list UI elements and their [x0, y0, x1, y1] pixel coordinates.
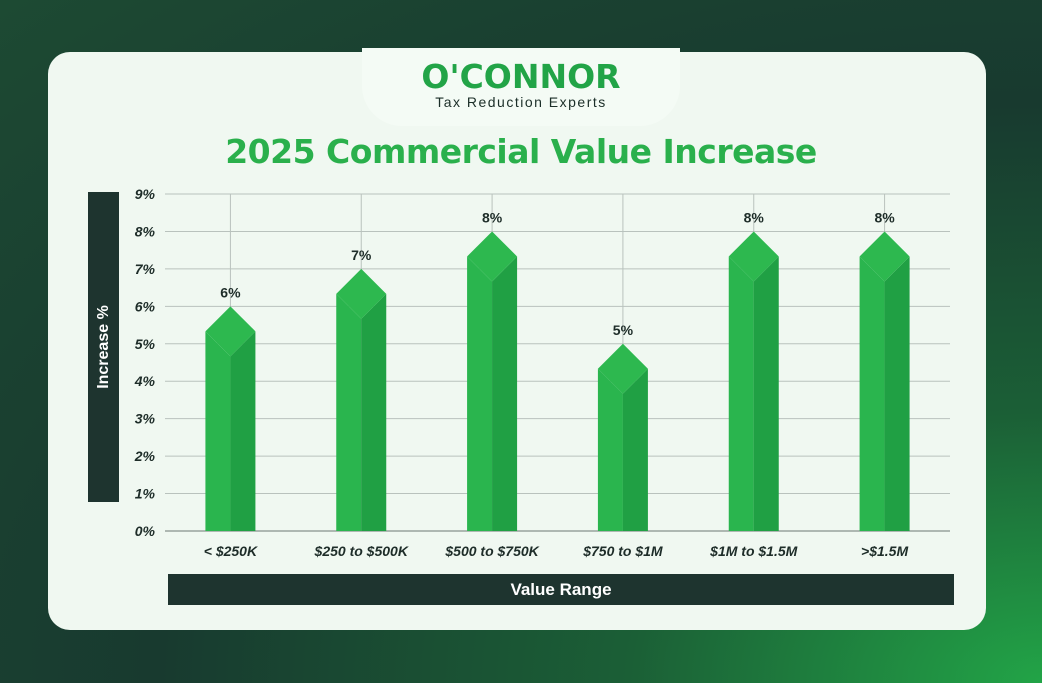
logo-tagline: Tax Reduction Experts [435, 94, 607, 110]
y-tick-label: 9% [135, 186, 156, 202]
logo: O'CONNOR Tax Reduction Experts [362, 57, 680, 111]
y-axis-label-box [88, 192, 119, 502]
bar-left-face [467, 256, 493, 531]
bar-left-face [336, 293, 362, 531]
bar-right-face [361, 293, 387, 531]
bar-top [336, 268, 387, 319]
bar-right-face [884, 256, 910, 531]
data-label: 5% [613, 322, 634, 338]
data-label: 8% [874, 209, 895, 225]
logo-name: O'CONNOR [421, 57, 621, 96]
y-tick-label: 4% [134, 373, 156, 389]
bar-right-face [622, 368, 648, 531]
bar-left-face [205, 331, 231, 531]
x-tick-label: $750 to $1M [582, 543, 663, 559]
data-label: 8% [744, 209, 765, 225]
y-tick-label: 0% [135, 523, 156, 539]
bar-left-face [597, 368, 623, 531]
x-axis-label: Value Range [168, 574, 954, 605]
bar-right-face [230, 331, 256, 531]
x-tick-label: $1M to $1.5M [709, 543, 797, 559]
data-label: 8% [482, 209, 503, 225]
x-tick-label: < $250K [204, 543, 258, 559]
bar-right-face [492, 256, 518, 531]
x-tick-label: $250 to $500K [314, 543, 409, 559]
bar-top [205, 306, 256, 357]
bar-top [467, 231, 518, 282]
y-tick-label: 5% [135, 336, 156, 352]
bar-right-face [753, 256, 779, 531]
bar-top [597, 343, 648, 394]
x-tick-label: >$1.5M [861, 543, 908, 559]
y-tick-label: 6% [135, 298, 156, 314]
data-label: 7% [351, 247, 372, 263]
logo-tab [362, 48, 680, 126]
bar-left-face [728, 256, 754, 531]
y-tick-label: 1% [135, 486, 156, 502]
y-tick-label: 2% [134, 448, 156, 464]
bar-top [728, 231, 779, 282]
chart-title: 2025 Commercial Value Increase [225, 132, 817, 171]
data-label: 6% [220, 284, 241, 300]
bar-top [859, 231, 910, 282]
y-tick-label: 8% [135, 223, 156, 239]
y-tick-label: 7% [135, 261, 156, 277]
bar-left-face [859, 256, 885, 531]
x-tick-label: $500 to $750K [444, 543, 539, 559]
y-tick-label: 3% [135, 411, 156, 427]
